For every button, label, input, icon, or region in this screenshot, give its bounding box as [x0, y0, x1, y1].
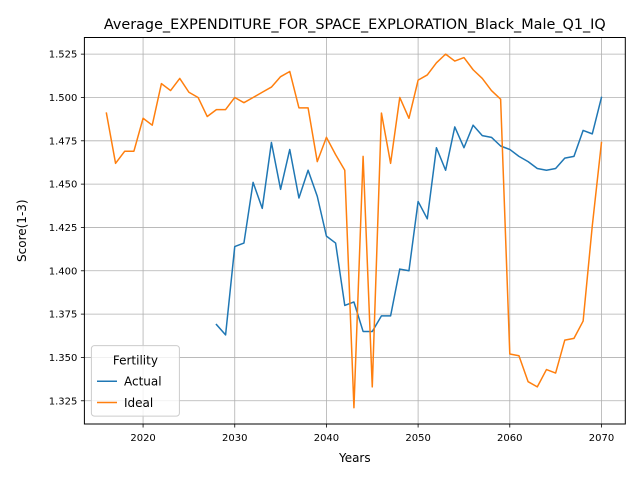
x-axis-label: Years: [338, 451, 371, 465]
y-tick-label: 1.400: [49, 266, 78, 277]
y-axis-label: Score(1-3): [15, 199, 29, 262]
grid: [84, 37, 626, 424]
legend-title: Fertility: [113, 354, 158, 368]
plot-frame: [83, 37, 626, 425]
y-tick-label: 1.525: [49, 50, 78, 61]
y-tick-label: 1.350: [49, 353, 78, 364]
y-tick-label: 1.500: [49, 93, 78, 104]
x-tick-label: 2060: [497, 433, 522, 444]
series-line-actual: [215, 96, 603, 336]
x-tick-label: 2020: [130, 433, 155, 444]
y-tick-label: 1.325: [49, 396, 78, 407]
legend-box: [90, 345, 180, 417]
y-tick-label: 1.375: [49, 310, 78, 321]
x-tick-label: 2040: [314, 433, 339, 444]
y-axis: 1.325 1.350 1.375 1.400 1.425 1.450 1.475 1.500…: [49, 50, 85, 407]
legend-label-actual: Actual: [124, 375, 162, 389]
x-tick-label: 2030: [222, 433, 247, 444]
legend-label-ideal: Ideal: [124, 396, 153, 410]
y-tick-label: 1.425: [49, 223, 78, 234]
series-line-ideal: [105, 53, 603, 409]
y-tick-label: 1.475: [49, 136, 78, 147]
series-layer: [105, 53, 603, 409]
x-tick-label: 2070: [589, 433, 614, 444]
y-tick-label: 1.450: [49, 180, 78, 191]
x-axis: 2020 2030 2040 2050 2060 2070: [130, 424, 614, 444]
x-tick-label: 2050: [405, 433, 430, 444]
legend: Fertility Actual Ideal: [90, 345, 180, 417]
chart-title: Average_EXPENDITURE_FOR_SPACE_EXPLORATIO…: [104, 17, 606, 33]
